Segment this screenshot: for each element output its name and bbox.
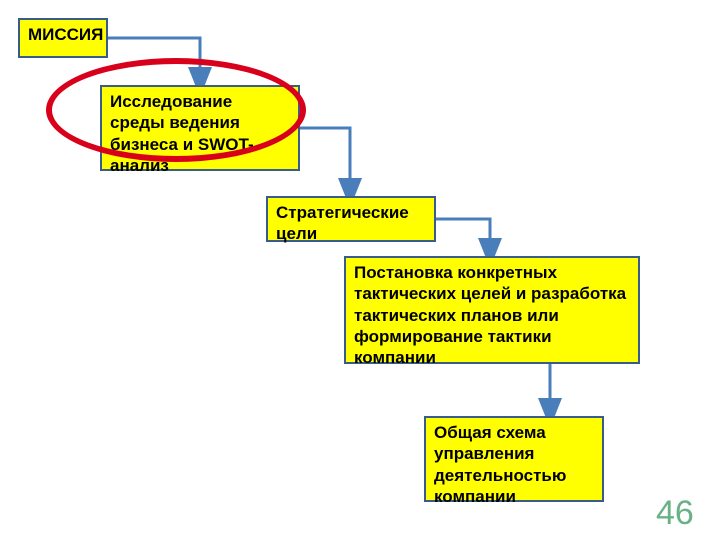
flow-node-n3: Стратегические цели: [266, 196, 436, 242]
flow-node-n2: Исследование среды ведения бизнеса и SWO…: [100, 85, 300, 171]
edge-n2-n3: [300, 128, 350, 196]
edge-n1-n2: [108, 38, 200, 85]
edge-n3-n4: [436, 219, 490, 256]
flow-node-n5: Общая схема управления деятельностью ком…: [424, 416, 604, 502]
flow-node-n4: Постановка конкретных тактических целей …: [344, 256, 640, 364]
flow-node-n1: МИССИЯ: [18, 18, 108, 58]
slide-number: 46: [656, 494, 694, 533]
